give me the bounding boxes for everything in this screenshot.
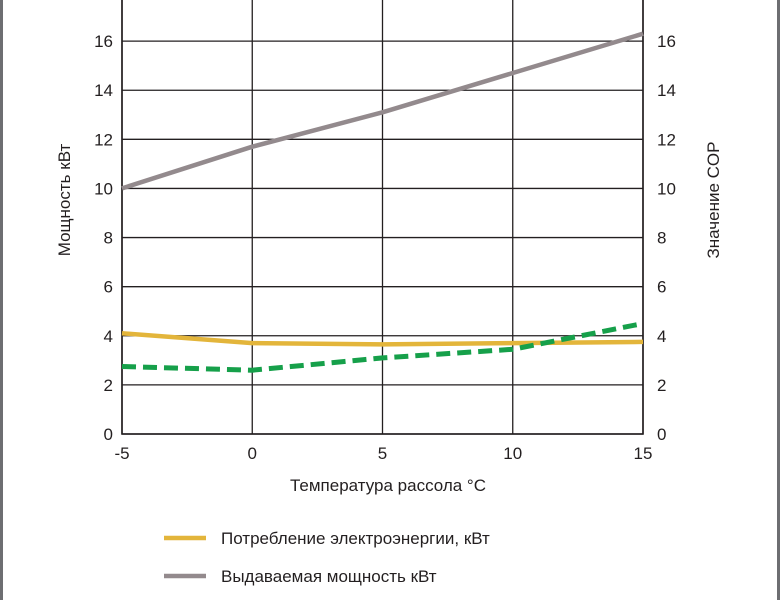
y-left-tick-label: 12: [94, 130, 113, 149]
plot-border: [121, 0, 644, 435]
y-left-tick-label: 8: [104, 229, 113, 248]
y-axis-left-title: Мощность кВт: [55, 144, 74, 257]
y-right-tick-label: 4: [657, 327, 666, 346]
y-left-tick-label: 6: [104, 278, 113, 297]
x-tick-label: 10: [503, 444, 522, 463]
y-left-tick-label: 2: [104, 376, 113, 395]
y-right-tick-label: 2: [657, 376, 666, 395]
plot-area-border: [121, 0, 644, 435]
grid: [121, 0, 644, 435]
y-axis-right-title: Значение COP: [704, 142, 723, 259]
y-right-tick-label: 6: [657, 278, 666, 297]
y-right-tick-label: 16: [657, 32, 676, 51]
series-lines: [121, 31, 644, 373]
x-tick-label: -5: [114, 444, 129, 463]
y-right-tick-label: 10: [657, 179, 676, 198]
y-right-tick-label: 8: [657, 229, 666, 248]
x-tick-label: 5: [378, 444, 387, 463]
y-left-tick-label: 0: [104, 425, 113, 444]
y-right-tick-label: 12: [657, 130, 676, 149]
x-tick-label: 0: [248, 444, 257, 463]
y-left-tick-label: 14: [94, 81, 113, 100]
y-left-tick-label: 18: [94, 0, 113, 2]
x-axis-title: Температура рассола °C: [290, 476, 486, 495]
y-left-tick-label: 16: [94, 32, 113, 51]
y-left-tick-label: 4: [104, 327, 113, 346]
y-right-tick-label: 14: [657, 81, 676, 100]
series-line-2: [121, 31, 644, 191]
y-left-tick-label: 10: [94, 179, 113, 198]
y-right-tick-label: 0: [657, 425, 666, 444]
x-tick-label: 15: [634, 444, 653, 463]
series-line-3: [121, 321, 644, 373]
legend-label: Потребление электроэнергии, кВт: [221, 529, 490, 548]
y-right-tick-label: 18: [657, 0, 676, 2]
series-line-1: [121, 331, 644, 347]
legend: Потребление электроэнергии, кВт Выдаваема…: [164, 529, 490, 586]
legend-label: Выдаваемая мощность кВт: [221, 567, 437, 586]
